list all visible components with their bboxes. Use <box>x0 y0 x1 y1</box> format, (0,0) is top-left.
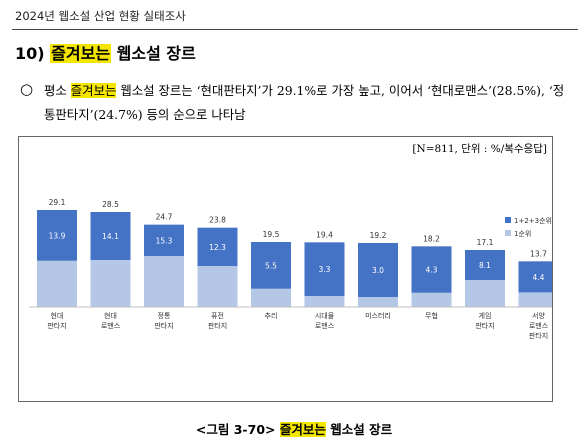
category-label-0-0: 현대 <box>51 312 64 320</box>
section-title-highlight: 즐겨보는 <box>50 44 112 63</box>
legend-swatch-first <box>505 230 511 236</box>
category-label-2-1: 판타지 <box>154 321 173 330</box>
category-label-1-0: 현대 <box>104 312 117 320</box>
bar-first-8 <box>465 280 505 307</box>
category-label-0-1: 판타지 <box>47 321 66 330</box>
chart-frame: [N=811, 단위 : %/복수응답] 29.1 13.9 현대 판타지 28.5 14… <box>18 136 553 402</box>
header-divider <box>12 29 578 30</box>
first-value-label-0: 13.9 <box>49 231 66 240</box>
total-value-label-4: 19.5 <box>263 230 280 239</box>
summary-before: 평소 <box>44 83 67 98</box>
caption-rest: 웹소설 장르 <box>330 422 393 437</box>
bar-first-2 <box>144 256 184 307</box>
chart-unit-note: [N=811, 단위 : %/복수응답] <box>412 143 547 155</box>
first-value-label-4: 5.5 <box>265 261 277 270</box>
bar-total-6 <box>358 243 398 307</box>
caption-highlight: 즐겨보는 <box>279 422 326 437</box>
category-label-9-0: 서양 <box>532 311 545 320</box>
category-label-7-0: 무협 <box>425 311 438 320</box>
section-title-rest: 웹소설 장르 <box>116 44 196 63</box>
first-value-label-6: 3.0 <box>372 266 384 275</box>
total-value-label-3: 23.8 <box>209 216 226 225</box>
section-number: 10) <box>15 44 45 63</box>
first-value-label-2: 15.3 <box>156 236 173 245</box>
bar-first-3 <box>197 266 238 307</box>
total-value-label-6: 19.2 <box>370 231 387 240</box>
bar-chart: 29.113.9현대판타지28.514.1현대로맨스24.715.3정통판타지2… <box>29 198 552 340</box>
bar-first-0 <box>37 260 77 307</box>
first-value-label-7: 4.3 <box>426 266 438 275</box>
running-header: 2024년 웹소설 산업 현황 실태조사 <box>15 9 186 23</box>
category-label-5-1: 로맨스 <box>315 321 335 330</box>
bar-first-9 <box>518 292 552 307</box>
bar-first-1 <box>90 260 131 307</box>
summary-after: 웹소설 장르는 ‘현대판타지’가 29.1%로 가장 높고, 이어서 ‘현대로맨… <box>44 83 565 122</box>
total-value-label-8: 17.1 <box>477 238 494 247</box>
first-value-label-1: 14.1 <box>102 232 119 241</box>
total-value-label-5: 19.4 <box>316 230 333 239</box>
bar-first-6 <box>358 297 398 307</box>
total-value-label-2: 24.7 <box>156 213 173 222</box>
total-value-label-1: 28.5 <box>102 200 119 209</box>
category-label-9-1: 로맨스 <box>529 321 549 330</box>
legend-swatch-total <box>505 217 511 223</box>
summary-highlight: 즐겨보는 <box>70 83 117 98</box>
category-label-6-0: 미스터리 <box>365 311 391 320</box>
first-value-label-8: 8.1 <box>479 261 491 270</box>
total-value-label-7: 18.2 <box>423 234 440 243</box>
category-label-8-1: 판타지 <box>475 321 494 330</box>
total-value-label-9: 13.7 <box>530 249 547 258</box>
bullet-circle-icon: ○ <box>20 80 34 98</box>
category-label-8-0: 게임 <box>479 311 492 320</box>
total-value-label-0: 29.1 <box>49 198 66 207</box>
bar-first-4 <box>251 288 291 307</box>
figure-caption: <그림 3-70> 즐겨보는 웹소설 장르 <box>0 419 588 438</box>
category-label-3-0: 퓨전 <box>211 311 224 320</box>
category-label-9-2: 판타지 <box>529 331 548 340</box>
category-label-3-1: 판타지 <box>208 321 227 330</box>
first-value-label-5: 3.3 <box>319 265 331 274</box>
legend-label-first: 1순위 <box>514 230 531 238</box>
bar-first-7 <box>411 292 452 307</box>
summary-paragraph: 평소 즐겨보는 웹소설 장르는 ‘현대판타지’가 29.1%로 가장 높고, 이… <box>44 79 574 127</box>
category-label-2-0: 정통 <box>158 311 171 320</box>
category-label-1-1: 로맨스 <box>101 321 121 330</box>
category-label-4-0: 추리 <box>265 311 278 320</box>
bar-first-5 <box>304 296 345 307</box>
section-title: 10) 즐겨보는 웹소설 장르 <box>15 40 196 64</box>
first-value-label-9: 4.4 <box>533 273 545 282</box>
first-value-label-3: 12.3 <box>209 243 226 252</box>
category-label-5-0: 시대물 <box>315 312 335 320</box>
caption-prefix: <그림 3-70> <box>195 422 276 437</box>
legend-label-total: 1+2+3순위 <box>514 217 552 225</box>
